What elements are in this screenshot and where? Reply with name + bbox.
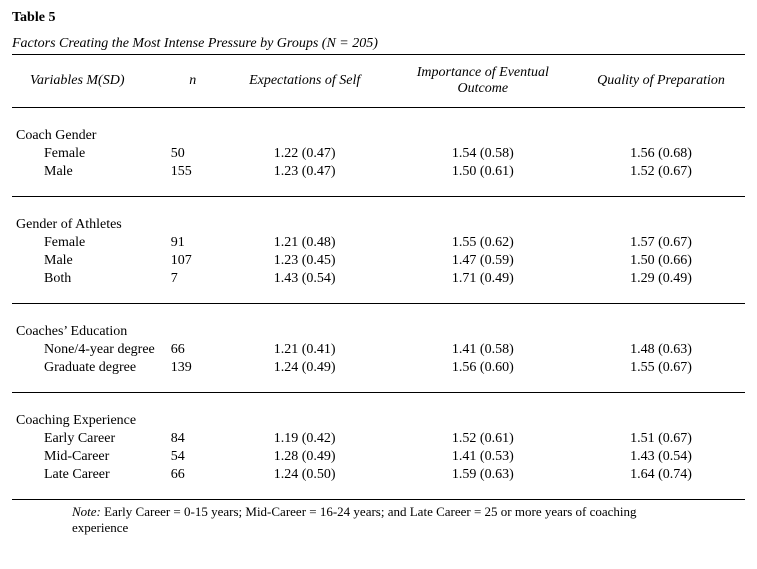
table-row: Late Career661.24 (0.50)1.59 (0.63)1.64 … bbox=[12, 466, 745, 500]
row-value: 1.21 (0.48) bbox=[221, 234, 389, 252]
row-n: 50 bbox=[165, 145, 221, 163]
table-row: Both71.43 (0.54)1.71 (0.49)1.29 (0.49) bbox=[12, 270, 745, 304]
group-header-row: Coach Gender bbox=[12, 108, 745, 146]
group-header-row: Coaches’ Education bbox=[12, 304, 745, 341]
header-variables: Variables M(SD) bbox=[12, 55, 165, 108]
row-value: 1.52 (0.61) bbox=[389, 430, 577, 448]
table-row: Male1071.23 (0.45)1.47 (0.59)1.50 (0.66) bbox=[12, 252, 745, 270]
table-note: Note: Early Career = 0-15 years; Mid-Car… bbox=[12, 500, 672, 536]
row-label: Female bbox=[12, 234, 165, 252]
note-text: Early Career = 0-15 years; Mid-Career = … bbox=[72, 504, 637, 535]
row-value: 1.71 (0.49) bbox=[389, 270, 577, 304]
table-row: Graduate degree1391.24 (0.49)1.56 (0.60)… bbox=[12, 359, 745, 393]
row-value: 1.48 (0.63) bbox=[577, 341, 745, 359]
row-label: Graduate degree bbox=[12, 359, 165, 393]
row-value: 1.47 (0.59) bbox=[389, 252, 577, 270]
row-value: 1.55 (0.67) bbox=[577, 359, 745, 393]
row-label: Early Career bbox=[12, 430, 165, 448]
row-n: 139 bbox=[165, 359, 221, 393]
row-value: 1.29 (0.49) bbox=[577, 270, 745, 304]
row-n: 66 bbox=[165, 466, 221, 500]
row-n: 7 bbox=[165, 270, 221, 304]
row-value: 1.52 (0.67) bbox=[577, 163, 745, 197]
row-label: Female bbox=[12, 145, 165, 163]
row-value: 1.41 (0.53) bbox=[389, 448, 577, 466]
header-row: Variables M(SD) n Expectations of Self I… bbox=[12, 55, 745, 108]
row-value: 1.51 (0.67) bbox=[577, 430, 745, 448]
table-row: None/4-year degree661.21 (0.41)1.41 (0.5… bbox=[12, 341, 745, 359]
row-value: 1.56 (0.60) bbox=[389, 359, 577, 393]
row-value: 1.24 (0.49) bbox=[221, 359, 389, 393]
table-row: Female911.21 (0.48)1.55 (0.62)1.57 (0.67… bbox=[12, 234, 745, 252]
row-value: 1.23 (0.47) bbox=[221, 163, 389, 197]
header-n: n bbox=[165, 55, 221, 108]
row-n: 107 bbox=[165, 252, 221, 270]
group-label: Coach Gender bbox=[12, 108, 745, 146]
row-value: 1.23 (0.45) bbox=[221, 252, 389, 270]
row-value: 1.21 (0.41) bbox=[221, 341, 389, 359]
group-label: Coaching Experience bbox=[12, 393, 745, 430]
row-value: 1.19 (0.42) bbox=[221, 430, 389, 448]
header-expectations: Expectations of Self bbox=[221, 55, 389, 108]
group-label: Coaches’ Education bbox=[12, 304, 745, 341]
row-n: 155 bbox=[165, 163, 221, 197]
row-n: 66 bbox=[165, 341, 221, 359]
data-table: Variables M(SD) n Expectations of Self I… bbox=[12, 55, 745, 500]
row-value: 1.41 (0.58) bbox=[389, 341, 577, 359]
header-quality: Quality of Preparation bbox=[577, 55, 745, 108]
row-label: Male bbox=[12, 163, 165, 197]
row-value: 1.64 (0.74) bbox=[577, 466, 745, 500]
table-row: Male1551.23 (0.47)1.50 (0.61)1.52 (0.67) bbox=[12, 163, 745, 197]
row-value: 1.24 (0.50) bbox=[221, 466, 389, 500]
group-label: Gender of Athletes bbox=[12, 197, 745, 234]
row-label: Late Career bbox=[12, 466, 165, 500]
group-header-row: Gender of Athletes bbox=[12, 197, 745, 234]
row-value: 1.43 (0.54) bbox=[577, 448, 745, 466]
row-label: Both bbox=[12, 270, 165, 304]
row-value: 1.55 (0.62) bbox=[389, 234, 577, 252]
row-value: 1.50 (0.61) bbox=[389, 163, 577, 197]
row-value: 1.57 (0.67) bbox=[577, 234, 745, 252]
row-value: 1.43 (0.54) bbox=[221, 270, 389, 304]
table-row: Mid-Career541.28 (0.49)1.41 (0.53)1.43 (… bbox=[12, 448, 745, 466]
row-value: 1.28 (0.49) bbox=[221, 448, 389, 466]
group-header-row: Coaching Experience bbox=[12, 393, 745, 430]
row-n: 91 bbox=[165, 234, 221, 252]
row-n: 84 bbox=[165, 430, 221, 448]
row-value: 1.56 (0.68) bbox=[577, 145, 745, 163]
table-row: Female501.22 (0.47)1.54 (0.58)1.56 (0.68… bbox=[12, 145, 745, 163]
row-n: 54 bbox=[165, 448, 221, 466]
row-label: None/4-year degree bbox=[12, 341, 165, 359]
note-label: Note: bbox=[72, 504, 101, 519]
row-label: Mid-Career bbox=[12, 448, 165, 466]
row-value: 1.59 (0.63) bbox=[389, 466, 577, 500]
table-row: Early Career841.19 (0.42)1.52 (0.61)1.51… bbox=[12, 430, 745, 448]
row-label: Male bbox=[12, 252, 165, 270]
row-value: 1.54 (0.58) bbox=[389, 145, 577, 163]
table-number: Table 5 bbox=[12, 10, 745, 26]
header-importance: Importance of Eventual Outcome bbox=[389, 55, 577, 108]
row-value: 1.22 (0.47) bbox=[221, 145, 389, 163]
table-caption: Factors Creating the Most Intense Pressu… bbox=[12, 36, 745, 55]
row-value: 1.50 (0.66) bbox=[577, 252, 745, 270]
